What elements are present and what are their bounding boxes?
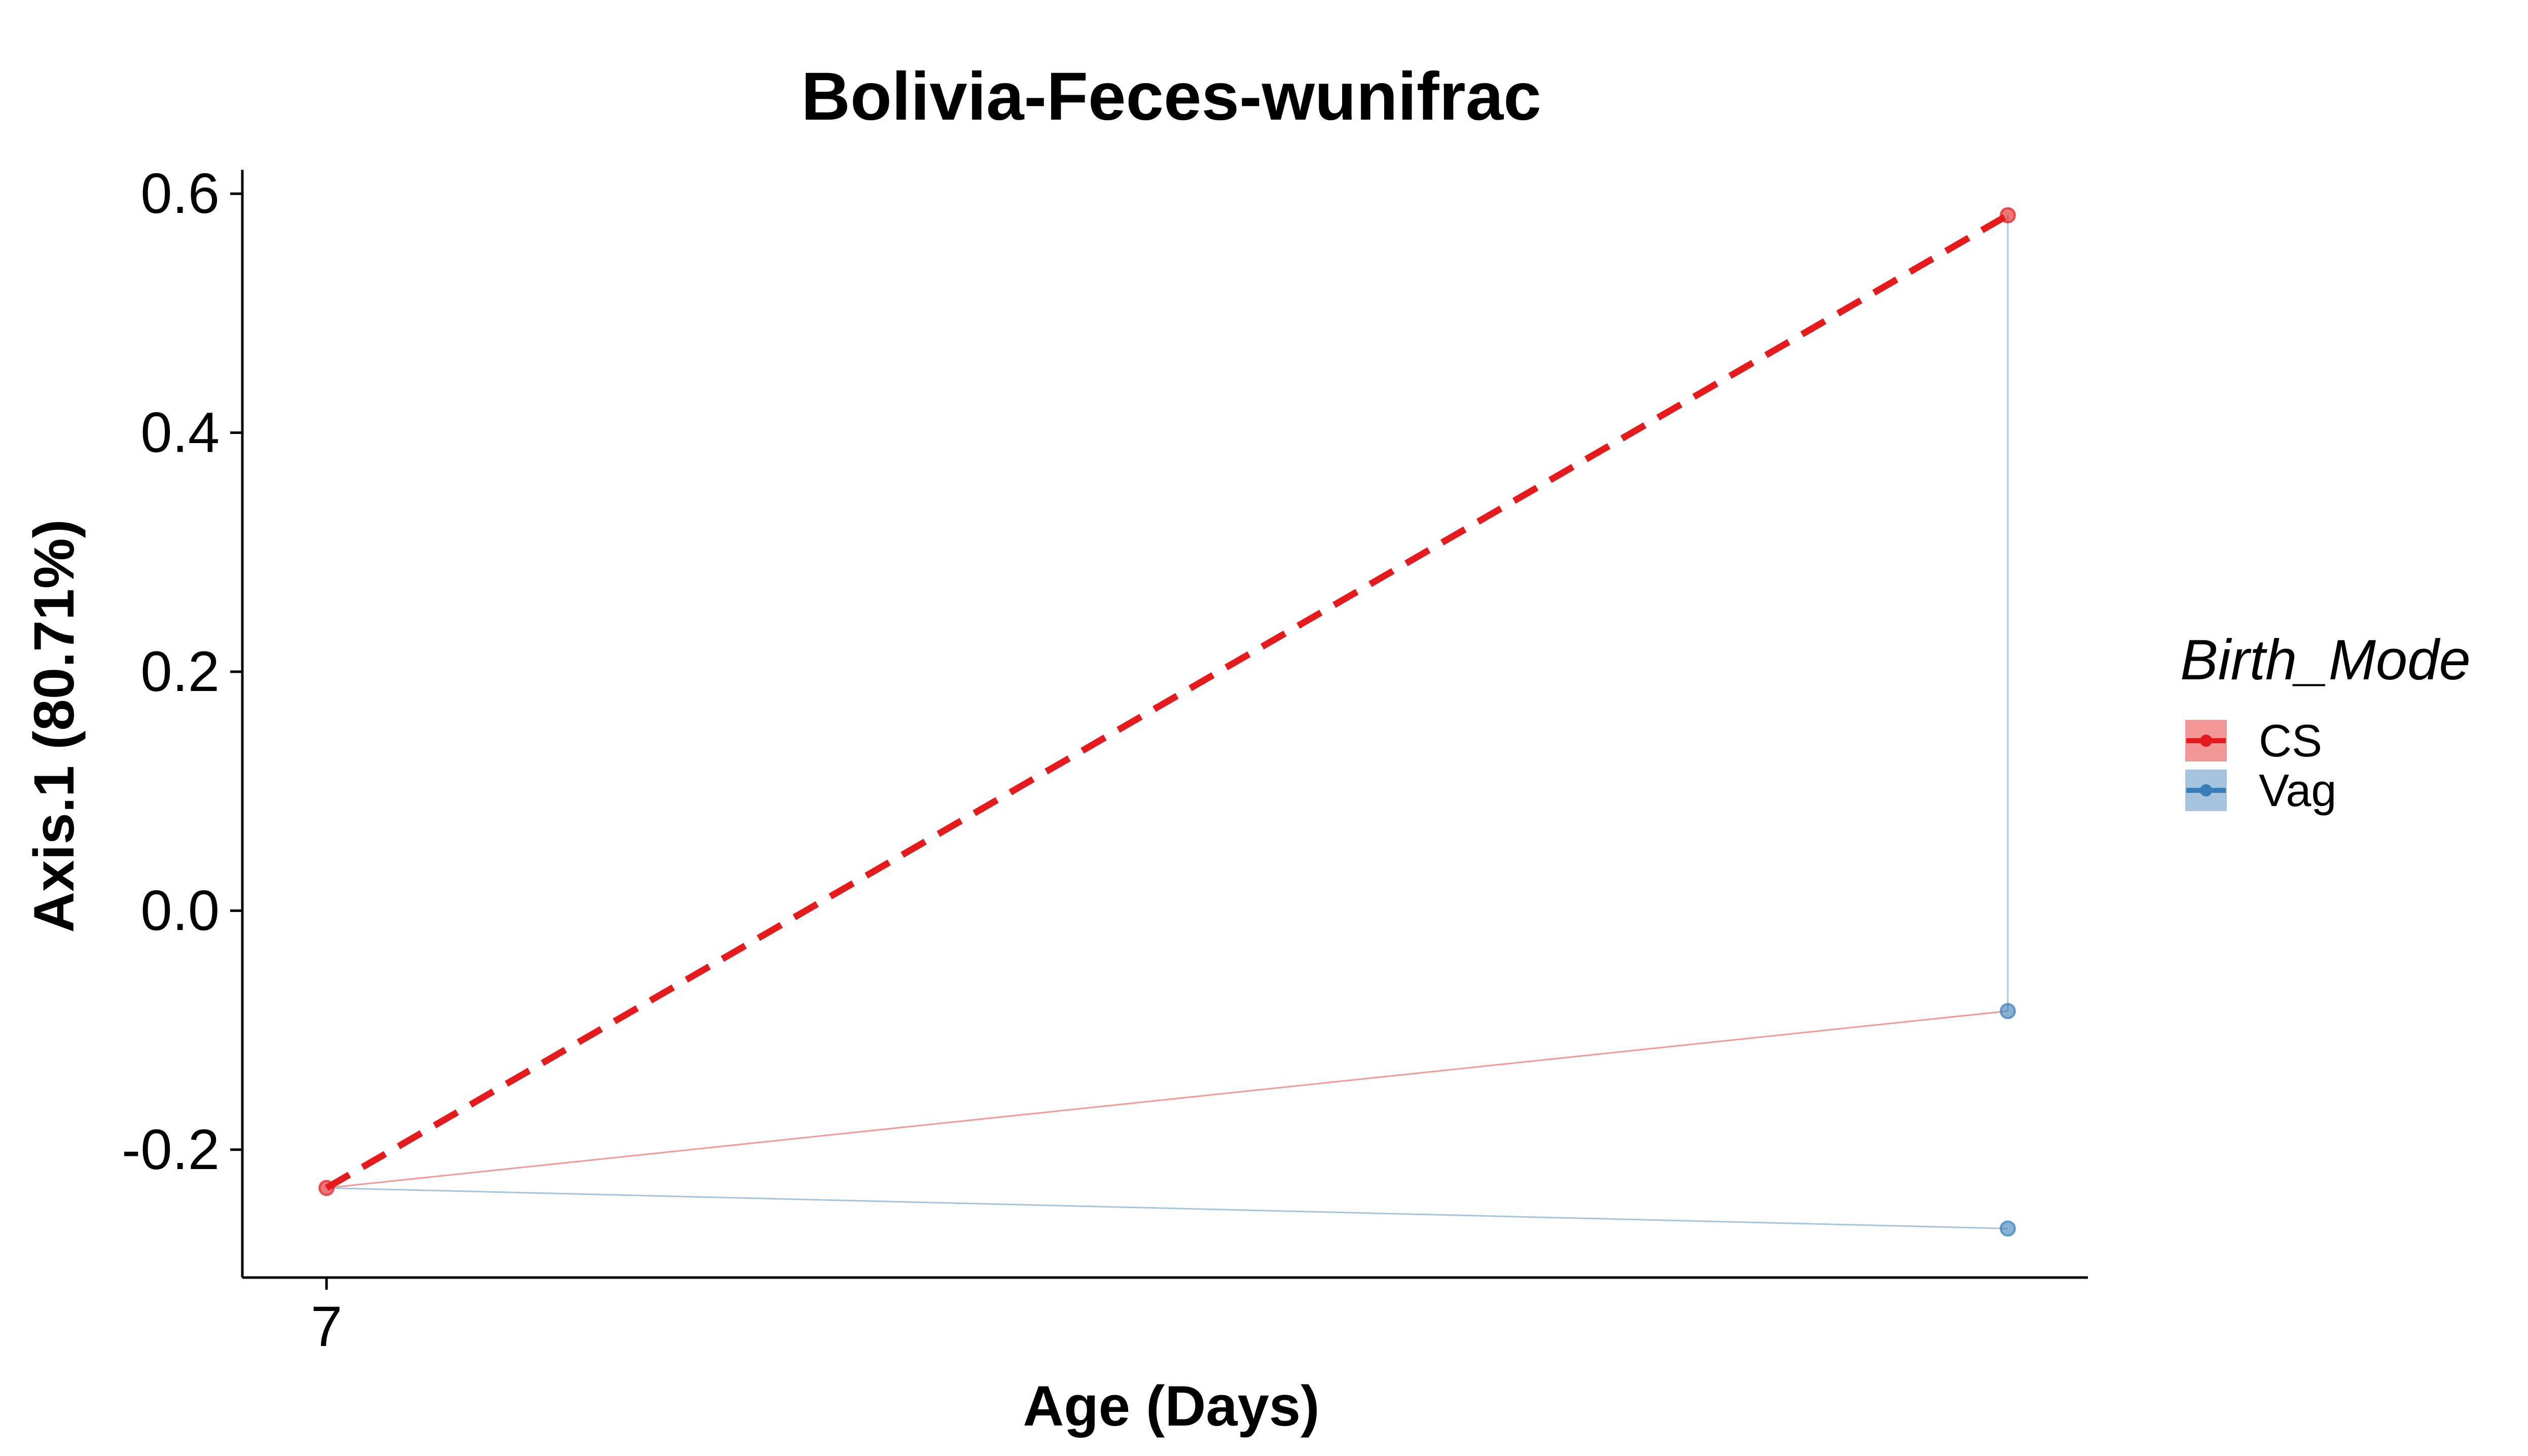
legend-key-point — [2200, 784, 2212, 796]
legend-label-cs: CS — [2259, 716, 2322, 767]
axes: -0.2 0.0 0.2 0.4 0.6 7 — [122, 162, 2088, 1358]
data-point-vag — [2000, 1003, 2016, 1020]
y-tick-label: 0.4 — [140, 401, 220, 464]
x-axis-title: Age (Days) — [1023, 1374, 1319, 1438]
chart-title: Bolivia-Feces-wunifrac — [801, 59, 1541, 134]
subject-line-vag — [326, 1187, 2008, 1229]
legend-label-vag: Vag — [2259, 766, 2336, 816]
y-tick-label: 0.0 — [140, 879, 220, 942]
y-tick-label: -0.2 — [122, 1118, 220, 1181]
data-point-cs — [2000, 207, 2016, 224]
y-tick-label: 0.6 — [140, 162, 220, 225]
legend-title: Birth_Mode — [2180, 628, 2471, 691]
y-tick-label: 0.2 — [140, 640, 220, 703]
trend-line-cs — [324, 212, 2010, 1191]
data-lines — [324, 212, 2010, 1229]
subject-line-cs — [326, 1010, 2008, 1189]
data-points — [318, 207, 2016, 1237]
data-point-vag — [2000, 1220, 2016, 1237]
y-axis-title: Axis.1 (80.71%) — [22, 519, 86, 933]
legend-key-point — [2200, 735, 2212, 747]
data-point-cs — [318, 1180, 335, 1196]
x-tick-label: 7 — [311, 1295, 342, 1358]
